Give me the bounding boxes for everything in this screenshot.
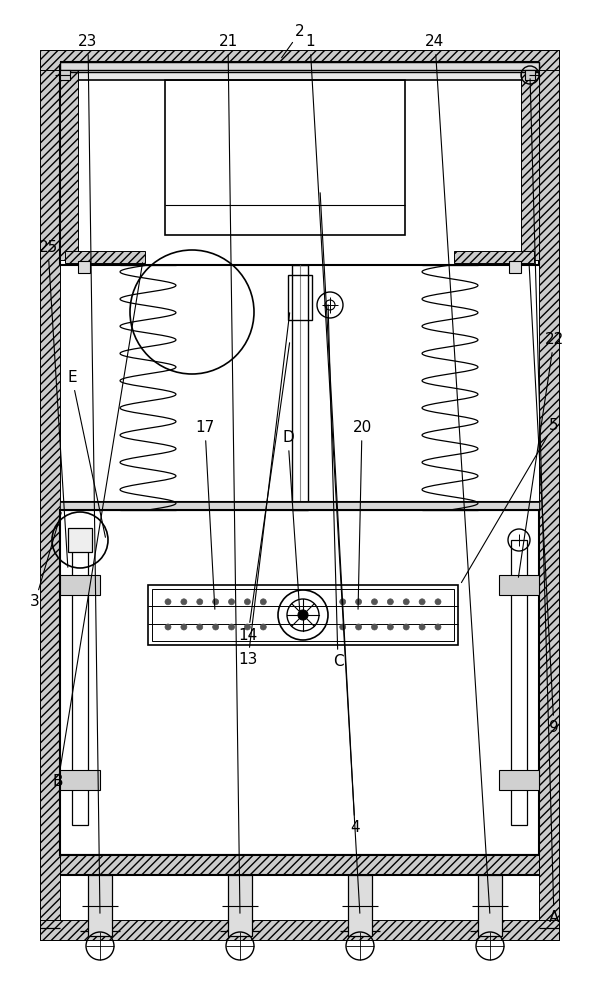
Circle shape xyxy=(371,599,377,605)
Text: 21: 21 xyxy=(219,34,238,49)
Text: 23: 23 xyxy=(78,34,98,49)
Text: E: E xyxy=(67,370,77,385)
Bar xyxy=(65,251,145,263)
Bar xyxy=(60,65,539,80)
Bar xyxy=(152,589,454,641)
Bar xyxy=(60,502,539,510)
Circle shape xyxy=(435,599,441,605)
Bar xyxy=(525,70,535,80)
Circle shape xyxy=(356,624,362,630)
Bar xyxy=(521,70,539,260)
Circle shape xyxy=(196,624,203,630)
Text: 1: 1 xyxy=(305,34,315,49)
Bar xyxy=(60,770,100,790)
Circle shape xyxy=(435,624,441,630)
Bar xyxy=(348,875,372,936)
Circle shape xyxy=(244,599,250,605)
Bar xyxy=(88,875,112,936)
Circle shape xyxy=(419,624,425,630)
Bar xyxy=(60,70,78,260)
Circle shape xyxy=(244,624,250,630)
Text: 24: 24 xyxy=(425,34,444,49)
Circle shape xyxy=(261,599,267,605)
Bar xyxy=(60,62,539,70)
Circle shape xyxy=(388,599,394,605)
Text: 9: 9 xyxy=(549,720,559,736)
Text: 22: 22 xyxy=(544,332,564,348)
Circle shape xyxy=(165,624,171,630)
Circle shape xyxy=(371,624,377,630)
Circle shape xyxy=(298,610,308,620)
Bar xyxy=(148,585,458,645)
Bar xyxy=(499,770,539,790)
Text: 13: 13 xyxy=(238,652,258,668)
Bar xyxy=(60,70,70,80)
Circle shape xyxy=(356,599,362,605)
Bar xyxy=(292,265,308,510)
Bar xyxy=(60,575,100,595)
Text: 25: 25 xyxy=(38,240,58,255)
Bar xyxy=(72,540,88,825)
Circle shape xyxy=(229,624,235,630)
Circle shape xyxy=(388,624,394,630)
Text: 3: 3 xyxy=(30,594,40,609)
Text: 4: 4 xyxy=(350,820,360,836)
Bar xyxy=(68,528,92,552)
Bar xyxy=(478,875,502,936)
Circle shape xyxy=(229,599,235,605)
Text: 2: 2 xyxy=(295,24,305,39)
Text: 14: 14 xyxy=(238,628,258,643)
Bar xyxy=(288,275,312,320)
Bar xyxy=(509,261,521,273)
Text: 20: 20 xyxy=(352,420,371,436)
Circle shape xyxy=(340,599,346,605)
Text: 17: 17 xyxy=(195,420,214,436)
Bar xyxy=(454,251,534,263)
Text: B: B xyxy=(53,774,63,790)
Circle shape xyxy=(213,599,219,605)
Circle shape xyxy=(419,599,425,605)
Bar xyxy=(40,50,60,940)
Bar xyxy=(499,575,539,595)
Bar xyxy=(78,261,90,273)
Circle shape xyxy=(403,624,409,630)
Text: D: D xyxy=(282,430,294,446)
Circle shape xyxy=(165,599,171,605)
Bar xyxy=(228,875,252,936)
Circle shape xyxy=(261,624,267,630)
Text: 5: 5 xyxy=(549,418,559,432)
Bar xyxy=(511,540,527,825)
Bar xyxy=(40,920,559,940)
Bar xyxy=(60,855,539,875)
Bar xyxy=(539,50,559,940)
Circle shape xyxy=(196,599,203,605)
Bar xyxy=(40,50,559,70)
Circle shape xyxy=(403,599,409,605)
Circle shape xyxy=(213,624,219,630)
Circle shape xyxy=(340,624,346,630)
Text: C: C xyxy=(332,654,343,670)
Text: A: A xyxy=(549,910,559,926)
Circle shape xyxy=(181,624,187,630)
Bar xyxy=(165,80,405,235)
Bar xyxy=(60,510,539,855)
Circle shape xyxy=(181,599,187,605)
